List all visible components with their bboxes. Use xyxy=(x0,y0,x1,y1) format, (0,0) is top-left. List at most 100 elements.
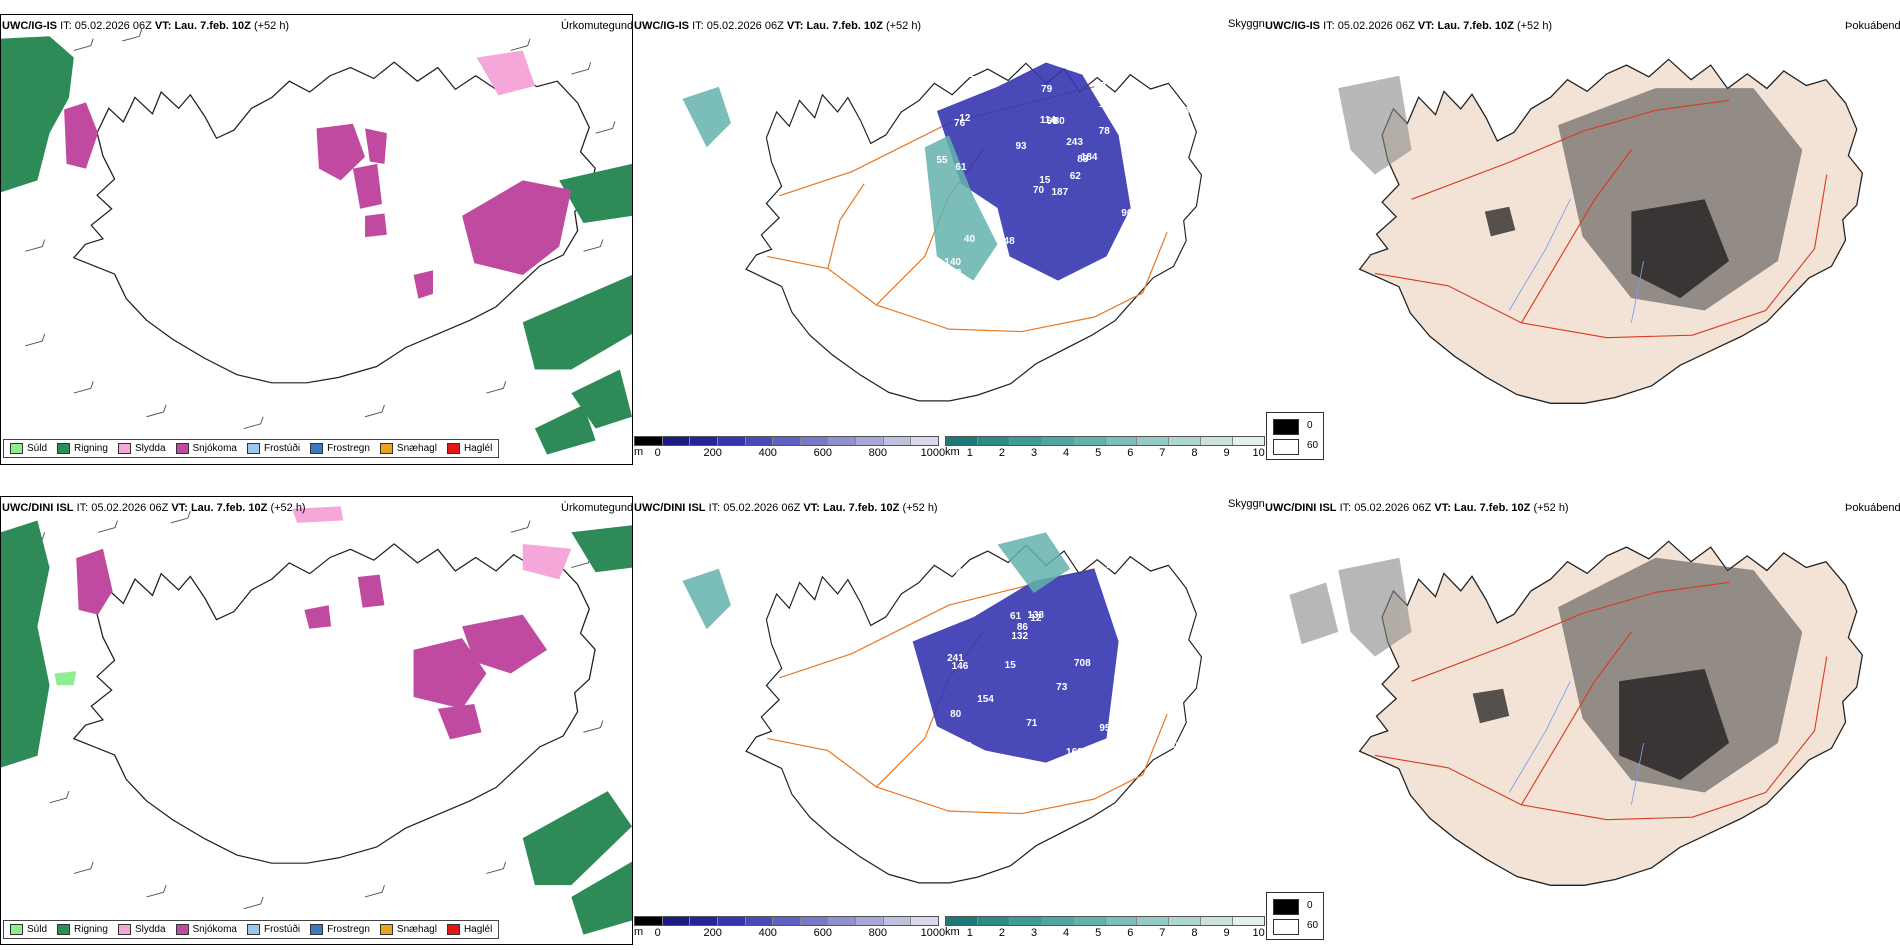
colorbar-segment xyxy=(1137,437,1170,445)
colorbar-tick: 10 xyxy=(1252,927,1265,939)
colorbar-segment xyxy=(1233,917,1265,925)
precip-title-1: UWC/IG-IS IT: 05.02.2026 06Z VT: Lau. 7.… xyxy=(2,20,290,32)
colorbar-tick: 800 xyxy=(868,447,888,459)
visibility-value-label: 171 xyxy=(968,280,985,292)
legend-swatch xyxy=(446,924,460,935)
visibility-value-label: 168 xyxy=(1066,747,1083,759)
colorbar-tick: 7 xyxy=(1159,927,1166,939)
visibility-value-label: 72 xyxy=(950,565,962,577)
low-vis-areas xyxy=(936,62,1131,281)
visibility-value-label: 10 xyxy=(1168,277,1180,289)
legend-label: Rigning xyxy=(74,443,108,454)
visibility-value-label: 68 xyxy=(1128,738,1140,750)
fog-high-swatch xyxy=(1273,419,1299,435)
visibility-value-label: 70 xyxy=(1033,185,1045,197)
colorbar-segment xyxy=(828,437,857,445)
visibility-value-label: 708 xyxy=(1073,658,1091,670)
visibility-value-label: 533 xyxy=(955,740,973,752)
visibility-value-label: 114 xyxy=(1039,115,1056,127)
visibility-value-label: 15 xyxy=(1039,175,1051,187)
model-name: UWC/IG-IS xyxy=(2,20,57,32)
legend-item: Frostúði xyxy=(246,924,300,935)
visibility-value-label: 80 xyxy=(950,708,962,720)
legend-swatch xyxy=(175,443,189,454)
visibility-value-label: 88 xyxy=(1094,80,1107,92)
colorbar-tick: 8 xyxy=(1191,927,1198,939)
colorbar-tick: 9 xyxy=(1223,927,1230,939)
colorbar-tick: 1 xyxy=(966,447,973,459)
legend-item: Súld xyxy=(10,924,47,935)
visibility-value-label: 76 xyxy=(954,117,966,129)
elevation-bar xyxy=(634,436,939,446)
legend-label: Súld xyxy=(27,924,48,935)
legend-item: Snæhagl xyxy=(379,924,437,935)
colorbar-tick: 200 xyxy=(703,927,722,939)
colorbar-segment xyxy=(1073,437,1106,445)
colorbar-segment xyxy=(1009,917,1042,925)
visibility-value-label: 101 xyxy=(1098,98,1116,110)
colorbar-segment xyxy=(856,437,884,445)
colorbar-tick: 600 xyxy=(813,447,832,459)
legend-swatch xyxy=(10,924,23,935)
colorbar-tick: 0 xyxy=(654,927,661,939)
legend-label: Rigning xyxy=(74,924,108,935)
colorbar-tick: 4 xyxy=(1063,927,1070,939)
colorbar-segment xyxy=(1169,917,1202,925)
colorbar-segment xyxy=(662,437,691,445)
legend-item: Snæhagl xyxy=(379,443,437,454)
vis-title-2: UWC/DINI ISL IT: 05.02.2026 06Z VT: Lau.… xyxy=(634,502,938,514)
precip-type-map-1: Súld Rigning Slydda Snjókoma Frostúði Frostre… xyxy=(0,14,633,465)
visibility-value-label: 243 xyxy=(1066,136,1083,148)
visibility-value-label: 61 xyxy=(955,161,967,173)
colorbar-tick: 600 xyxy=(813,927,832,939)
legend-item: Frostúði xyxy=(246,443,300,454)
legend-label: Haglél xyxy=(463,924,493,935)
visibility-value-label: 70 xyxy=(986,258,998,270)
visibility-value-label: 138 xyxy=(1172,105,1190,117)
legend-swatch xyxy=(57,924,71,935)
colorbar-segment xyxy=(1233,437,1265,445)
rain-areas xyxy=(1,36,632,455)
colorbar-segment xyxy=(1169,437,1202,445)
colorbar-segment xyxy=(946,917,978,925)
visibility-value-label: 78 xyxy=(1098,125,1110,137)
colorbar-segment xyxy=(635,917,663,925)
visibility-value-label: 79 xyxy=(1041,83,1053,95)
fog-map-1 xyxy=(1265,14,1900,434)
visibility-value-label: 199 xyxy=(1148,555,1166,567)
colorbar-segment xyxy=(1041,917,1074,925)
fog-high-swatch xyxy=(1273,899,1299,915)
visibility-value-label: 124 xyxy=(1081,760,1099,772)
colorbar-tick: 200 xyxy=(703,447,722,459)
legend-label: Frostregn xyxy=(327,924,370,935)
fog-low-swatch xyxy=(1273,919,1299,935)
colorbar-segment xyxy=(717,437,746,445)
visibility-value-label: 132 xyxy=(1011,631,1029,643)
colorbar-segment xyxy=(635,437,663,445)
visibility-value-label: 181 xyxy=(1163,637,1180,649)
legend-label: Slydda xyxy=(134,443,166,454)
visibility-map-1: 187 76 15 140 83 148 88 80 101 62 76 10 61 138 70 78 171… xyxy=(634,14,1264,465)
fog-title-2: UWC/DINI ISL IT: 05.02.2026 06Z VT: Lau.… xyxy=(1265,502,1569,514)
visibility-value-label: 41 xyxy=(1094,548,1106,560)
visibility-value-label: 99 xyxy=(1125,643,1137,655)
colorbar-tick: 1000 xyxy=(920,447,946,459)
legend-label: Snæhagl xyxy=(396,924,437,935)
colorbar-segment xyxy=(856,917,884,925)
colorbar-tick: 10 xyxy=(1252,447,1265,459)
visibility-value-label: 80 xyxy=(1053,115,1065,127)
visibility-value-label: 80 xyxy=(1162,679,1174,691)
colorbar-segment xyxy=(911,917,939,925)
colorbar-segment xyxy=(773,437,801,445)
visibility-value-label: 60 xyxy=(1046,115,1058,127)
vis-map-svg-1 xyxy=(682,62,1203,402)
legend-item: Haglél xyxy=(446,443,492,454)
colorbar-segment xyxy=(745,437,774,445)
colorbar-tick: 6 xyxy=(1127,927,1134,939)
legend-item: Snjókoma xyxy=(175,443,237,454)
visibility-value-label: 55 xyxy=(936,154,948,166)
visibility-value-label: 71 xyxy=(1026,718,1038,729)
legend-swatch xyxy=(379,443,393,454)
colorbar-segment xyxy=(1137,917,1170,925)
visibility-value-label: 86 xyxy=(1016,622,1028,634)
